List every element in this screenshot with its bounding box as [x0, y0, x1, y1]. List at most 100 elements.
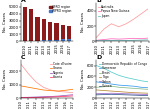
- Line: Papua New Guinea: Papua New Guinea: [96, 38, 148, 40]
- Japan: [133, 40, 135, 41]
- Liberia: [65, 96, 66, 97]
- Democratic Republic of Congo: [133, 78, 135, 80]
- Nigeria: [57, 95, 59, 97]
- Cote d'Ivoire: [20, 64, 22, 65]
- Gabon: [103, 93, 105, 94]
- Gabon: [96, 93, 97, 94]
- Gabon: [148, 94, 149, 95]
- Guinea: [103, 94, 105, 95]
- Nigeria: [35, 96, 37, 98]
- Benin: [133, 88, 135, 89]
- Australia: [103, 28, 105, 30]
- Gabon: [133, 93, 135, 95]
- Guinea: [140, 95, 142, 96]
- Liberia: [50, 96, 52, 98]
- Guinea: [133, 95, 135, 96]
- Benin: [96, 87, 97, 88]
- Papua New Guinea: [148, 37, 149, 39]
- Legend: Democratic Republic of Congo, Cameroon, Benin, Togo, Gabon, Guinea: Democratic Republic of Congo, Cameroon, …: [99, 62, 147, 88]
- Cameroon: [125, 85, 127, 86]
- Line: Benin: Benin: [96, 86, 148, 89]
- Democratic Republic of Congo: [110, 71, 112, 73]
- Togo: [148, 93, 149, 94]
- Australia: [125, 23, 127, 24]
- Cote d'Ivoire: [72, 92, 74, 93]
- Ghana: [35, 88, 37, 89]
- Bar: [67, 26, 71, 41]
- Cameroon: [103, 82, 105, 84]
- Bar: [54, 23, 59, 41]
- Text: A: A: [21, 0, 26, 3]
- Cameroon: [118, 84, 120, 86]
- Gabon: [140, 94, 142, 95]
- Line: Togo: Togo: [96, 90, 148, 93]
- Line: Australia: Australia: [96, 9, 148, 37]
- Nigeria: [65, 95, 66, 96]
- Bar: [67, 39, 71, 41]
- Line: Gabon: Gabon: [96, 93, 148, 95]
- Togo: [140, 92, 142, 94]
- Cote d'Ivoire: [57, 91, 59, 92]
- Guinea: [96, 94, 97, 95]
- Bar: [48, 22, 52, 41]
- Ghana: [50, 90, 52, 91]
- Nigeria: [50, 96, 52, 97]
- Australia: [133, 19, 135, 20]
- Togo: [103, 90, 105, 91]
- Australia: [96, 37, 97, 38]
- Australia: [148, 8, 149, 9]
- Papua New Guinea: [103, 39, 105, 40]
- Papua New Guinea: [96, 40, 97, 41]
- Text: B: B: [96, 0, 101, 3]
- Y-axis label: No. Cases: No. Cases: [3, 69, 7, 89]
- Cote d'Ivoire: [50, 89, 52, 91]
- Y-axis label: No. Cases: No. Cases: [81, 12, 85, 32]
- Cote d'Ivoire: [65, 91, 66, 93]
- Legend: AFRO region, WPRO region: AFRO region, WPRO region: [49, 5, 72, 13]
- Text: C: C: [21, 55, 26, 60]
- Democratic Republic of Congo: [148, 81, 149, 83]
- Bar: [54, 40, 59, 41]
- Liberia: [28, 97, 29, 98]
- Bar: [29, 9, 33, 41]
- Guinea: [110, 94, 112, 95]
- Liberia: [35, 97, 37, 98]
- Text: D: D: [96, 55, 102, 60]
- Democratic Republic of Congo: [103, 68, 105, 69]
- Liberia: [72, 95, 74, 97]
- Togo: [118, 91, 120, 92]
- Line: Japan: Japan: [96, 40, 148, 41]
- Benin: [125, 87, 127, 89]
- Japan: [140, 39, 142, 41]
- Guinea: [148, 95, 149, 96]
- Papua New Guinea: [125, 38, 127, 39]
- Liberia: [42, 97, 44, 98]
- Benin: [140, 88, 142, 89]
- Democratic Republic of Congo: [118, 75, 120, 76]
- Japan: [125, 40, 127, 41]
- Papua New Guinea: [110, 38, 112, 39]
- Togo: [125, 91, 127, 93]
- Cameroon: [140, 87, 142, 88]
- Line: Democratic Republic of Congo: Democratic Republic of Congo: [96, 66, 148, 82]
- Line: Nigeria: Nigeria: [21, 95, 73, 97]
- Gabon: [125, 93, 127, 94]
- Cote d'Ivoire: [28, 73, 29, 74]
- Cameroon: [110, 83, 112, 85]
- Ghana: [65, 90, 66, 91]
- Democratic Republic of Congo: [125, 77, 127, 78]
- Line: Cote d'Ivoire: Cote d'Ivoire: [21, 64, 73, 93]
- Togo: [96, 89, 97, 91]
- Line: Ghana: Ghana: [21, 86, 73, 91]
- Ghana: [72, 89, 74, 90]
- Line: Guinea: Guinea: [96, 94, 148, 95]
- Cote d'Ivoire: [42, 87, 44, 88]
- Bar: [61, 39, 65, 41]
- Gabon: [110, 93, 112, 94]
- Nigeria: [28, 97, 29, 98]
- Bar: [48, 40, 52, 41]
- Nigeria: [72, 94, 74, 95]
- Cameroon: [133, 86, 135, 87]
- Y-axis label: No. Cases: No. Cases: [3, 12, 7, 32]
- Bar: [23, 7, 27, 41]
